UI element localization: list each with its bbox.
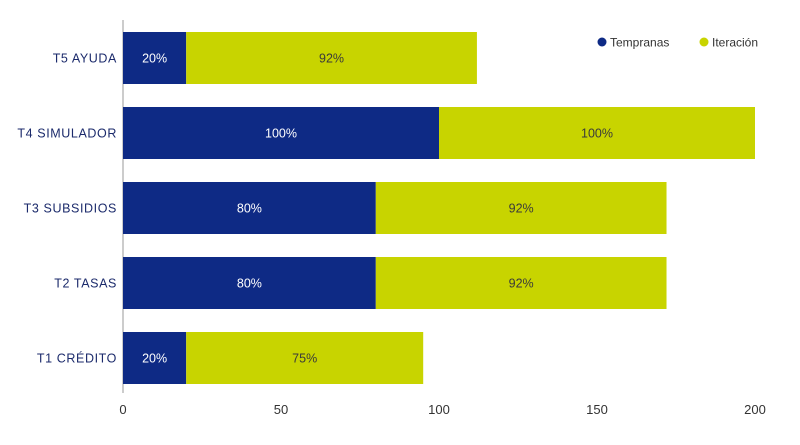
legend-marker-iteraci-n — [699, 37, 709, 47]
data-label-tempranas-t1-cr-dito: 20% — [142, 352, 167, 366]
x-axis-ticks: 0 50 100 150 200 — [119, 402, 765, 417]
legend: Tempranas Iteración — [597, 36, 758, 50]
bar-iteraci-n-t1-cr-dito — [186, 332, 424, 384]
data-label-tempranas-t5-ayuda: 20% — [142, 52, 167, 66]
x-tick-label-100: 100 — [428, 402, 450, 417]
legend-label-iteraci-n: Iteración — [712, 36, 758, 50]
x-tick-label-50: 50 — [274, 402, 288, 417]
bar-tempranas-t4-simulador — [123, 107, 439, 159]
legend-label-tempranas: Tempranas — [610, 36, 669, 50]
x-tick-label-0: 0 — [119, 402, 126, 417]
category-label-t1-cr-dito: T1 CRÉDITO — [37, 351, 117, 366]
data-label-tempranas-t3-subsidios: 80% — [237, 202, 262, 216]
bar-iteraci-n-t4-simulador — [439, 107, 755, 159]
bar-tempranas-t3-subsidios — [123, 182, 376, 234]
data-label-tempranas-t4-simulador: 100% — [265, 127, 297, 141]
category-label-t4-simulador: T4 SIMULADOR — [17, 127, 117, 141]
category-label-t2-tasas: T2 TASAS — [54, 277, 117, 291]
bar-iteraci-n-t5-ayuda — [186, 32, 477, 84]
legend-marker-tempranas — [597, 37, 607, 47]
category-label-t5-ayuda: T5 AYUDA — [53, 52, 117, 66]
bar-tempranas-t1-cr-dito — [123, 332, 187, 384]
x-tick-label-200: 200 — [744, 402, 766, 417]
data-label-iteraci-n-t2-tasas: 92% — [509, 277, 534, 291]
x-tick-label-150: 150 — [586, 402, 608, 417]
data-label-tempranas-t2-tasas: 80% — [237, 277, 262, 291]
category-label-t3-subsidios: T3 SUBSIDIOS — [24, 202, 117, 216]
bar-iteraci-n-t2-tasas — [375, 257, 667, 309]
bar-iteraci-n-t3-subsidios — [375, 182, 667, 234]
data-label-iteraci-n-t3-subsidios: 92% — [509, 202, 534, 216]
bars-group: 20% 92% 100% 100% 80% 92% 80% 92% 20% 75% — [123, 32, 755, 384]
bar-tempranas-t2-tasas — [123, 257, 376, 309]
data-label-iteraci-n-t1-cr-dito: 75% — [292, 352, 317, 366]
bar-tempranas-t5-ayuda — [123, 32, 187, 84]
data-label-iteraci-n-t5-ayuda: 92% — [319, 52, 344, 66]
category-labels: T5 AYUDA T4 SIMULADOR T3 SUBSIDIOS T2 TASAS… — [17, 52, 117, 366]
data-label-iteraci-n-t4-simulador: 100% — [581, 127, 613, 141]
